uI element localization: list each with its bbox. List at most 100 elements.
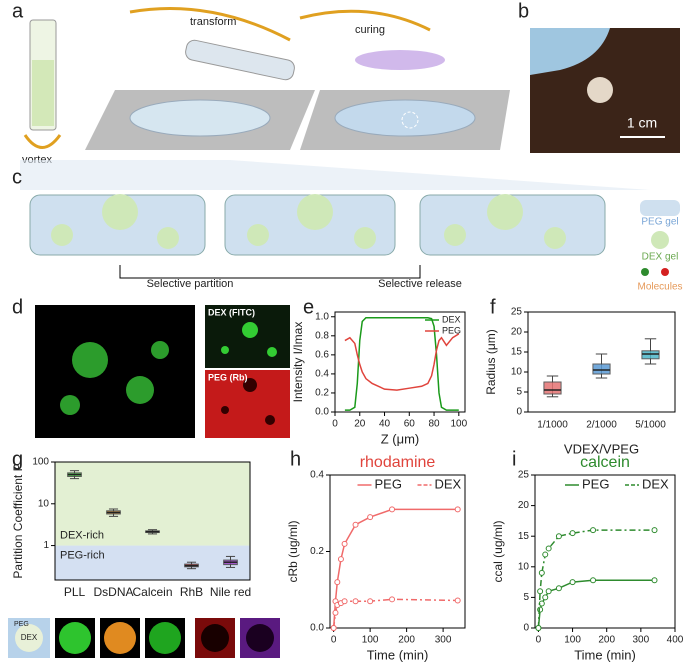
- plot-frame: [534, 474, 676, 629]
- panel-label: e: [303, 296, 314, 318]
- panel-a-art: [23, 7, 510, 150]
- y-tick-label: 1: [43, 540, 49, 551]
- g-insets: [8, 618, 280, 658]
- series-line: [537, 579, 655, 629]
- legend-label: PEG: [375, 476, 402, 491]
- data-point: [569, 579, 576, 586]
- x-tick-label: Calcein: [132, 585, 172, 599]
- series-line: [537, 529, 655, 629]
- panel-label: d: [12, 296, 23, 318]
- x-tick-label: 400: [667, 635, 684, 646]
- x-tick-label: 60: [404, 419, 416, 430]
- x-tick-label: 0: [536, 635, 542, 646]
- data-point: [454, 506, 461, 513]
- data-point: [590, 577, 597, 584]
- data-point: [545, 545, 552, 552]
- gel-disk: [587, 77, 613, 103]
- x-tick-label: 20: [354, 419, 366, 430]
- panel-label: f: [490, 296, 496, 318]
- x-axis-label: VDEX/VPEG: [564, 441, 639, 456]
- data-point: [367, 598, 374, 605]
- data-point: [330, 625, 337, 631]
- plot-frame: [334, 311, 466, 413]
- legend-label: DEX: [435, 476, 462, 491]
- legend-dex-gel: DEX gel: [642, 252, 679, 263]
- y-tick-label: 0.4: [315, 369, 329, 380]
- box: [641, 350, 660, 360]
- x-tick-label: 300: [633, 635, 650, 646]
- y-tick-label: 0.8: [315, 330, 329, 341]
- y-tick-label: 5: [516, 387, 522, 398]
- y-axis-label: Intensity I/Imax: [291, 322, 305, 403]
- y-axis-label: Partition Coefficient P: [11, 463, 25, 578]
- x-tick-label: 2/1000: [586, 420, 617, 431]
- chart-title: calcein: [580, 454, 630, 471]
- data-point: [389, 506, 396, 513]
- y-tick-label: 100: [32, 457, 49, 468]
- y-tick-label: 0.2: [315, 388, 329, 399]
- x-tick-label: Nile red: [210, 585, 251, 599]
- legend-molecules: Molecules: [637, 282, 682, 293]
- panel-label: h: [290, 448, 301, 470]
- panel-label: a: [12, 0, 24, 22]
- data-point: [334, 579, 341, 586]
- confocal-3d: [35, 305, 195, 438]
- data-point: [651, 577, 658, 584]
- data-point: [337, 556, 344, 563]
- box: [592, 363, 611, 375]
- y-axis-label: cRb (ug/ml): [286, 520, 300, 582]
- inset-peg: PEG: [14, 621, 29, 628]
- panel-label: g: [12, 448, 23, 470]
- y-tick-label: 0: [523, 623, 529, 634]
- y-tick-label: 0.4: [310, 470, 324, 481]
- box: [543, 381, 562, 395]
- legend-label: DEX: [442, 314, 461, 324]
- label-transform: transform: [190, 16, 236, 28]
- y-tick-label: 15: [511, 347, 523, 358]
- x-tick-label: 80: [428, 419, 440, 430]
- data-point: [590, 527, 597, 534]
- data-point: [454, 597, 461, 604]
- data-point: [352, 521, 359, 528]
- series-line: [344, 333, 460, 391]
- panel-label: b: [518, 0, 529, 22]
- glove: [530, 28, 610, 75]
- y-tick-label: 15: [518, 531, 530, 542]
- x-axis-label: Z (μm): [381, 431, 420, 446]
- x-tick-label: 100: [564, 635, 581, 646]
- data-point: [555, 585, 562, 592]
- y-axis-label: ccal (ug/ml): [491, 520, 505, 582]
- data-point: [341, 540, 348, 547]
- series-line: [332, 598, 458, 629]
- inset-dex: DEX: [21, 633, 38, 642]
- x-tick-label: 0: [331, 635, 337, 646]
- data-point: [569, 530, 576, 537]
- data-point: [545, 588, 552, 595]
- x-axis-label: Time (min): [574, 647, 636, 662]
- y-tick-label: 0.6: [315, 349, 329, 360]
- data-point: [352, 598, 359, 605]
- x-tick-label: 200: [598, 635, 615, 646]
- legend-label: DEX: [642, 476, 669, 491]
- panel-c-art: [20, 160, 680, 279]
- x-tick-label: 0: [332, 419, 338, 430]
- x-tick-label: 1/1000: [537, 420, 568, 431]
- legend-label: PEG: [442, 325, 461, 335]
- legend-label: PEG: [582, 476, 609, 491]
- x-tick-label: 100: [362, 635, 379, 646]
- data-point: [389, 596, 396, 603]
- x-tick-label: PLL: [64, 585, 86, 599]
- y-tick-label: 20: [518, 500, 530, 511]
- data-point: [535, 625, 542, 631]
- plot-frame: [54, 461, 251, 581]
- data-point: [555, 533, 562, 540]
- label-curing: curing: [355, 24, 385, 36]
- y-tick-label: 25: [511, 307, 523, 318]
- plot-frame: [527, 311, 676, 413]
- y-tick-label: 20: [511, 327, 523, 338]
- x-tick-label: DsDNA: [93, 585, 133, 599]
- x-axis-label: Time (min): [367, 647, 429, 662]
- region-label: PEG-rich: [60, 549, 105, 561]
- x-tick-label: RhB: [180, 585, 203, 599]
- y-axis-label: Radius (μm): [484, 329, 498, 395]
